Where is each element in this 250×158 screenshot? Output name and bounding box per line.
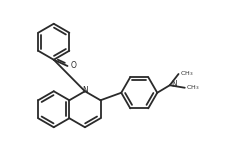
Text: N: N	[171, 80, 177, 89]
Text: CH$_3$: CH$_3$	[180, 69, 193, 78]
Text: CH$_3$: CH$_3$	[186, 83, 200, 92]
Text: N: N	[82, 86, 88, 95]
Text: O: O	[70, 61, 76, 70]
